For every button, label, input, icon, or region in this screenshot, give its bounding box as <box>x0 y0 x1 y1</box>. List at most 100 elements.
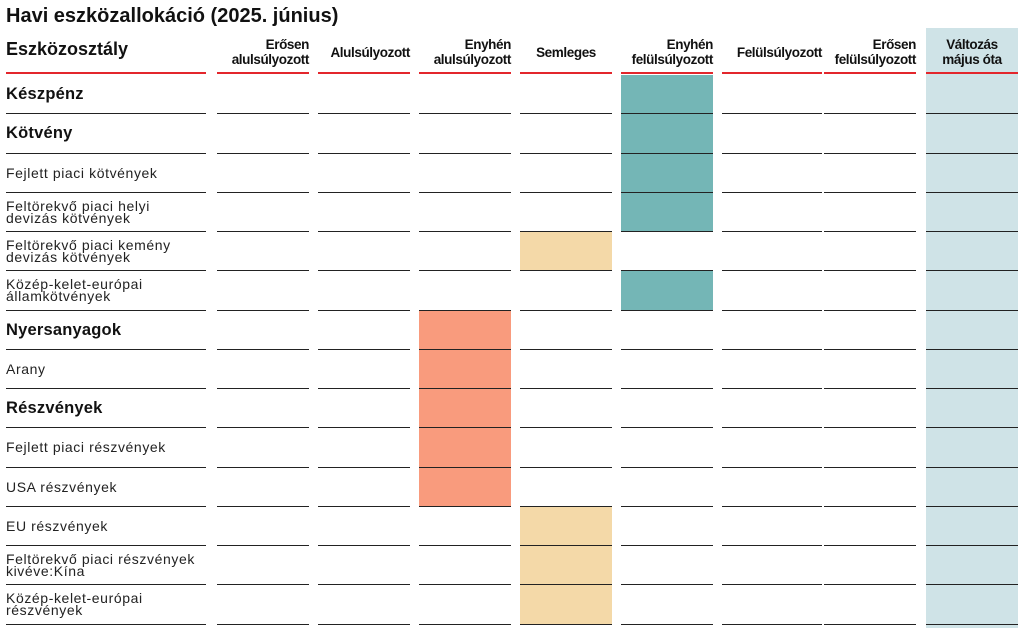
position-cell-slight-under <box>419 389 511 428</box>
row-divider <box>621 427 713 429</box>
row-divider <box>824 231 916 232</box>
position-cell-slight-under <box>419 467 511 507</box>
row-divider <box>6 545 206 546</box>
row-divider <box>6 270 206 272</box>
header-col-text: Alulsúlyozott <box>330 44 410 60</box>
row-divider <box>419 231 511 232</box>
row-divider <box>217 466 309 468</box>
row-divider <box>217 427 309 429</box>
row-divider <box>520 388 612 389</box>
position-cell-neutral <box>520 232 612 271</box>
row-label: Nyersanyagok <box>6 320 122 339</box>
position-cell-slight-over <box>621 192 713 232</box>
row-divider <box>621 191 713 193</box>
row-divider <box>722 427 822 429</box>
header-col-text: felülsúlyozott <box>834 52 917 67</box>
row-divider <box>621 270 713 272</box>
row-label: Feltörekvő piaci kemény devizás kötvénye… <box>6 237 171 265</box>
row-divider <box>6 309 206 311</box>
row-divider <box>926 388 1018 389</box>
row-divider <box>621 231 713 232</box>
row-divider <box>621 152 713 154</box>
row-divider <box>520 270 612 272</box>
position-cell-slight-over <box>621 153 713 193</box>
row-divider <box>722 348 822 350</box>
row-divider <box>520 231 612 232</box>
row-divider <box>722 231 822 232</box>
row-divider <box>419 545 511 546</box>
row-divider <box>824 152 916 154</box>
row-divider <box>318 270 410 272</box>
header-col-text: Erősen <box>265 37 310 52</box>
header-col-text: Erősen <box>872 37 917 52</box>
row-divider <box>824 113 916 115</box>
row-divider <box>621 348 713 350</box>
row-divider <box>926 348 1018 350</box>
row-divider <box>318 191 410 193</box>
row-divider <box>520 505 612 507</box>
header-col-text: május óta <box>942 52 1002 67</box>
row-divider <box>621 113 713 115</box>
row-divider <box>318 466 410 468</box>
row-divider <box>217 348 309 350</box>
row-divider <box>824 584 916 586</box>
position-cell-slight-under <box>419 349 511 389</box>
row-label: Feltörekvő piaci helyi devizás kötvények <box>6 197 150 226</box>
header-rule <box>824 72 916 74</box>
row-label: Készpénz <box>6 85 84 103</box>
row-divider <box>217 113 309 115</box>
row-divider <box>419 584 511 586</box>
row-divider <box>419 152 511 154</box>
row-divider <box>419 466 511 468</box>
row-divider <box>722 623 822 625</box>
row-divider <box>621 584 713 586</box>
header-col-strong-under: Erősen alulsúlyozott <box>217 32 310 72</box>
row-divider <box>824 388 916 389</box>
row-divider <box>217 231 309 232</box>
row-divider <box>926 191 1018 193</box>
row-divider <box>217 388 309 389</box>
header-rule <box>621 72 713 74</box>
header-col-text: Enyhén <box>666 37 714 52</box>
row-divider <box>824 466 916 468</box>
header-col-text: felülsúlyozott <box>631 52 714 67</box>
header-col-text: Enyhén <box>464 37 512 52</box>
header-rule <box>520 72 612 74</box>
row-divider <box>621 466 713 468</box>
position-cell-neutral <box>520 546 612 585</box>
page-title: Havi eszközallokáció (2025. június) <box>6 5 339 27</box>
header-col-change: Változás május óta <box>926 32 1018 72</box>
row-divider <box>419 191 511 193</box>
row-divider <box>217 623 309 625</box>
row-divider <box>824 270 916 272</box>
row-divider <box>722 505 822 507</box>
position-cell-slight-under <box>419 310 511 350</box>
row-divider <box>926 505 1018 507</box>
row-divider <box>926 309 1018 311</box>
row-divider <box>6 584 206 586</box>
row-divider <box>6 466 206 468</box>
row-divider <box>318 113 410 115</box>
row-divider <box>6 388 206 389</box>
row-label: Feltörekvő piaci részvények kivéve:Kína <box>6 551 195 579</box>
row-divider <box>621 309 713 311</box>
header-asset-class: Eszközosztály <box>6 39 129 59</box>
row-divider <box>926 584 1018 586</box>
row-divider <box>520 466 612 468</box>
header-col-over: Felülsúlyozott <box>722 32 823 72</box>
header-rule <box>722 72 822 74</box>
position-cell-neutral <box>520 585 612 624</box>
row-label: Részvények <box>6 399 103 417</box>
header-col-text: Semleges <box>536 44 596 60</box>
row-divider <box>6 152 206 154</box>
position-cell-neutral <box>520 506 612 546</box>
row-divider <box>621 388 713 389</box>
row-label: Arany <box>6 360 46 377</box>
row-divider <box>520 113 612 115</box>
header-col-strong-over: Erősen felülsúlyozott <box>824 32 917 72</box>
header-rule <box>6 72 206 74</box>
header-col-slight-over: Enyhén felülsúlyozott <box>621 32 714 72</box>
row-label: Közép-kelet-európai államkötvények <box>6 276 143 305</box>
header-col-text: Változás <box>946 37 998 52</box>
row-divider <box>520 309 612 311</box>
